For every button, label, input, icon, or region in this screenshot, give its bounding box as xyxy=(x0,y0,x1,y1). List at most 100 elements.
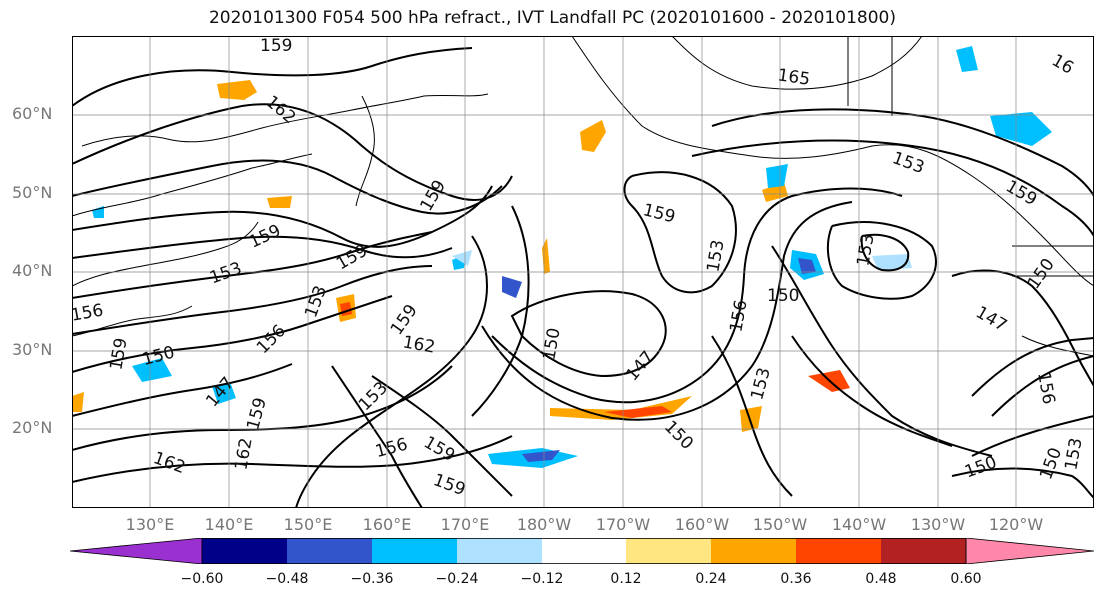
shade-patch xyxy=(217,80,257,100)
contour-line xyxy=(691,139,1094,237)
colorbar-extend-high xyxy=(965,538,1094,564)
contour-line xyxy=(826,221,937,300)
gridlines xyxy=(72,36,1094,508)
colorbar-tick-label: −0.36 xyxy=(350,571,394,587)
colorbar-segment xyxy=(626,538,711,564)
lat-label: 60°N xyxy=(12,104,53,123)
lat-label: 20°N xyxy=(12,418,53,437)
shade-patch xyxy=(990,112,1052,146)
coastline xyxy=(72,153,313,217)
colorbar-segment xyxy=(202,538,287,564)
shade-patch xyxy=(766,164,788,188)
shade-patch xyxy=(212,382,236,404)
contour-line xyxy=(72,235,453,259)
colorbar-tick-label: −0.24 xyxy=(435,571,479,587)
colorbar-segment xyxy=(542,538,626,564)
lon-label: 170°W xyxy=(595,515,651,534)
shade-patch xyxy=(580,120,606,152)
lat-label: 30°N xyxy=(12,340,53,359)
lon-label: 130°W xyxy=(910,515,966,534)
shade-patch xyxy=(132,358,172,382)
colorbar-tick-label: −0.12 xyxy=(520,571,564,587)
contour-label: 150 xyxy=(767,286,799,306)
contour-line xyxy=(951,269,1094,387)
lon-label: 130°E xyxy=(125,515,175,534)
map-panel: 159 162 165 162 159 159 159 153 159 159 … xyxy=(72,36,1094,508)
shade-patch xyxy=(72,392,84,412)
contour-line xyxy=(860,233,910,272)
colorbar-tick-label: 0.12 xyxy=(610,571,642,587)
contour-line xyxy=(711,335,793,497)
lon-label: 140°W xyxy=(831,515,887,534)
contour-line xyxy=(72,103,513,201)
coastline xyxy=(671,36,923,90)
colorbar-segment xyxy=(287,538,372,564)
colorbar-outline xyxy=(201,538,967,564)
colorbar-tick-label: 0.60 xyxy=(950,571,982,587)
colorbar-segment xyxy=(796,538,881,564)
lon-label: 160°W xyxy=(674,515,730,534)
contour-line xyxy=(510,290,667,378)
shade-patch xyxy=(267,196,292,208)
lon-label: 170°E xyxy=(440,515,490,534)
contour-line xyxy=(971,415,1094,457)
colorbar-segment xyxy=(881,538,966,564)
colorbar-tick-label: 0.48 xyxy=(865,571,897,587)
shade-patch xyxy=(92,206,104,218)
shade-patch xyxy=(762,182,788,202)
lon-label: 150°W xyxy=(752,515,808,534)
contour-layer xyxy=(72,47,1094,508)
lat-label: 50°N xyxy=(12,183,53,202)
lon-label: 150°E xyxy=(283,515,333,534)
colorbar-tick-label: 0.24 xyxy=(695,571,727,587)
contour-line xyxy=(72,363,293,417)
map-title: 2020101300 F054 500 hPa refract., IVT La… xyxy=(208,8,896,28)
map-frame xyxy=(72,36,1094,508)
contour-label: 159 xyxy=(260,36,292,56)
contour-line xyxy=(951,467,1094,499)
shade-patch xyxy=(740,406,762,432)
contour-line xyxy=(491,187,903,404)
contour-label: 165 xyxy=(776,65,811,89)
contour-line xyxy=(971,337,1094,397)
contour-line xyxy=(771,245,993,457)
contour-line xyxy=(72,159,503,215)
shade-patch xyxy=(502,276,522,298)
contour-line xyxy=(711,108,1094,197)
contour-line xyxy=(72,295,393,373)
contour-line xyxy=(991,355,1094,417)
contour-line xyxy=(72,435,513,483)
contour-line xyxy=(623,171,737,294)
colorbar-segment xyxy=(711,538,796,564)
shade-patch xyxy=(798,258,816,274)
colorbar-segment xyxy=(372,538,457,564)
contour-line xyxy=(72,231,433,299)
lon-label: 180°W xyxy=(516,515,572,534)
shade-patch xyxy=(452,250,472,266)
contour-line xyxy=(371,375,513,497)
colorbar xyxy=(70,538,1094,564)
contour-line xyxy=(72,47,473,107)
lon-label: 160°E xyxy=(362,515,412,534)
shade-patch xyxy=(956,46,978,72)
lon-label: 140°E xyxy=(204,515,254,534)
colorbar-tick-label: −0.60 xyxy=(180,571,224,587)
contour-line xyxy=(331,365,423,508)
shading-layer xyxy=(72,46,1052,468)
shade-patch xyxy=(604,406,672,418)
colorbar-extend-low xyxy=(70,538,203,564)
contour-line xyxy=(72,365,453,451)
shade-patch xyxy=(522,450,560,462)
contour-line xyxy=(791,335,953,447)
coastline xyxy=(81,93,489,147)
lat-label: 40°N xyxy=(12,261,53,280)
lon-label: 120°W xyxy=(988,515,1044,534)
contour-line xyxy=(72,185,493,248)
coastline xyxy=(571,36,1094,287)
colorbar-tick-label: 0.36 xyxy=(780,571,812,587)
contour-line xyxy=(72,265,433,335)
contour-line xyxy=(295,235,488,508)
colorbar-segment xyxy=(457,538,542,564)
colorbar-tick-label: −0.48 xyxy=(265,571,309,587)
